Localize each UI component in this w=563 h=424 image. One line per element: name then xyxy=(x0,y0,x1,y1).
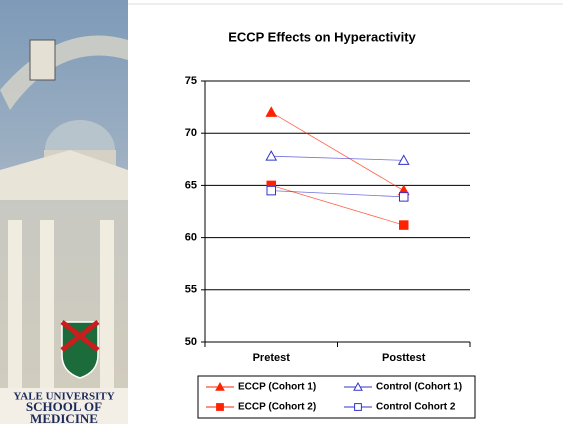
y-tick-label: 70 xyxy=(185,127,197,139)
marker xyxy=(400,193,409,202)
slide: YALE UNIVERSITY SCHOOL OF MEDICINE ECCP … xyxy=(0,0,563,424)
marker xyxy=(217,404,224,411)
legend-label: Control (Cohort 1) xyxy=(376,382,462,393)
y-tick-label: 65 xyxy=(185,179,197,191)
legend-label: ECCP (Cohort 2) xyxy=(238,402,316,413)
legend-label: ECCP (Cohort 1) xyxy=(238,382,316,393)
shield xyxy=(62,322,98,378)
logo-text: MEDICINE xyxy=(30,411,98,424)
y-tick-label: 60 xyxy=(185,232,197,244)
y-tick-label: 55 xyxy=(185,284,197,296)
series-line xyxy=(271,156,404,160)
legend-label: Control Cohort 2 xyxy=(376,402,456,413)
marker xyxy=(400,221,409,230)
x-tick-label: Posttest xyxy=(382,352,426,364)
marker xyxy=(266,151,276,160)
x-tick-label: Pretest xyxy=(253,352,291,364)
sidebar-image: YALE UNIVERSITY SCHOOL OF MEDICINE xyxy=(0,0,128,424)
marker xyxy=(355,404,362,411)
y-tick-label: 50 xyxy=(185,336,197,348)
marker xyxy=(266,107,276,116)
marker xyxy=(267,186,276,195)
y-tick-label: 75 xyxy=(185,75,197,87)
chart-title: ECCP Effects on Hyperactivity xyxy=(228,29,416,44)
series-line xyxy=(271,191,404,197)
series-line xyxy=(271,112,404,190)
